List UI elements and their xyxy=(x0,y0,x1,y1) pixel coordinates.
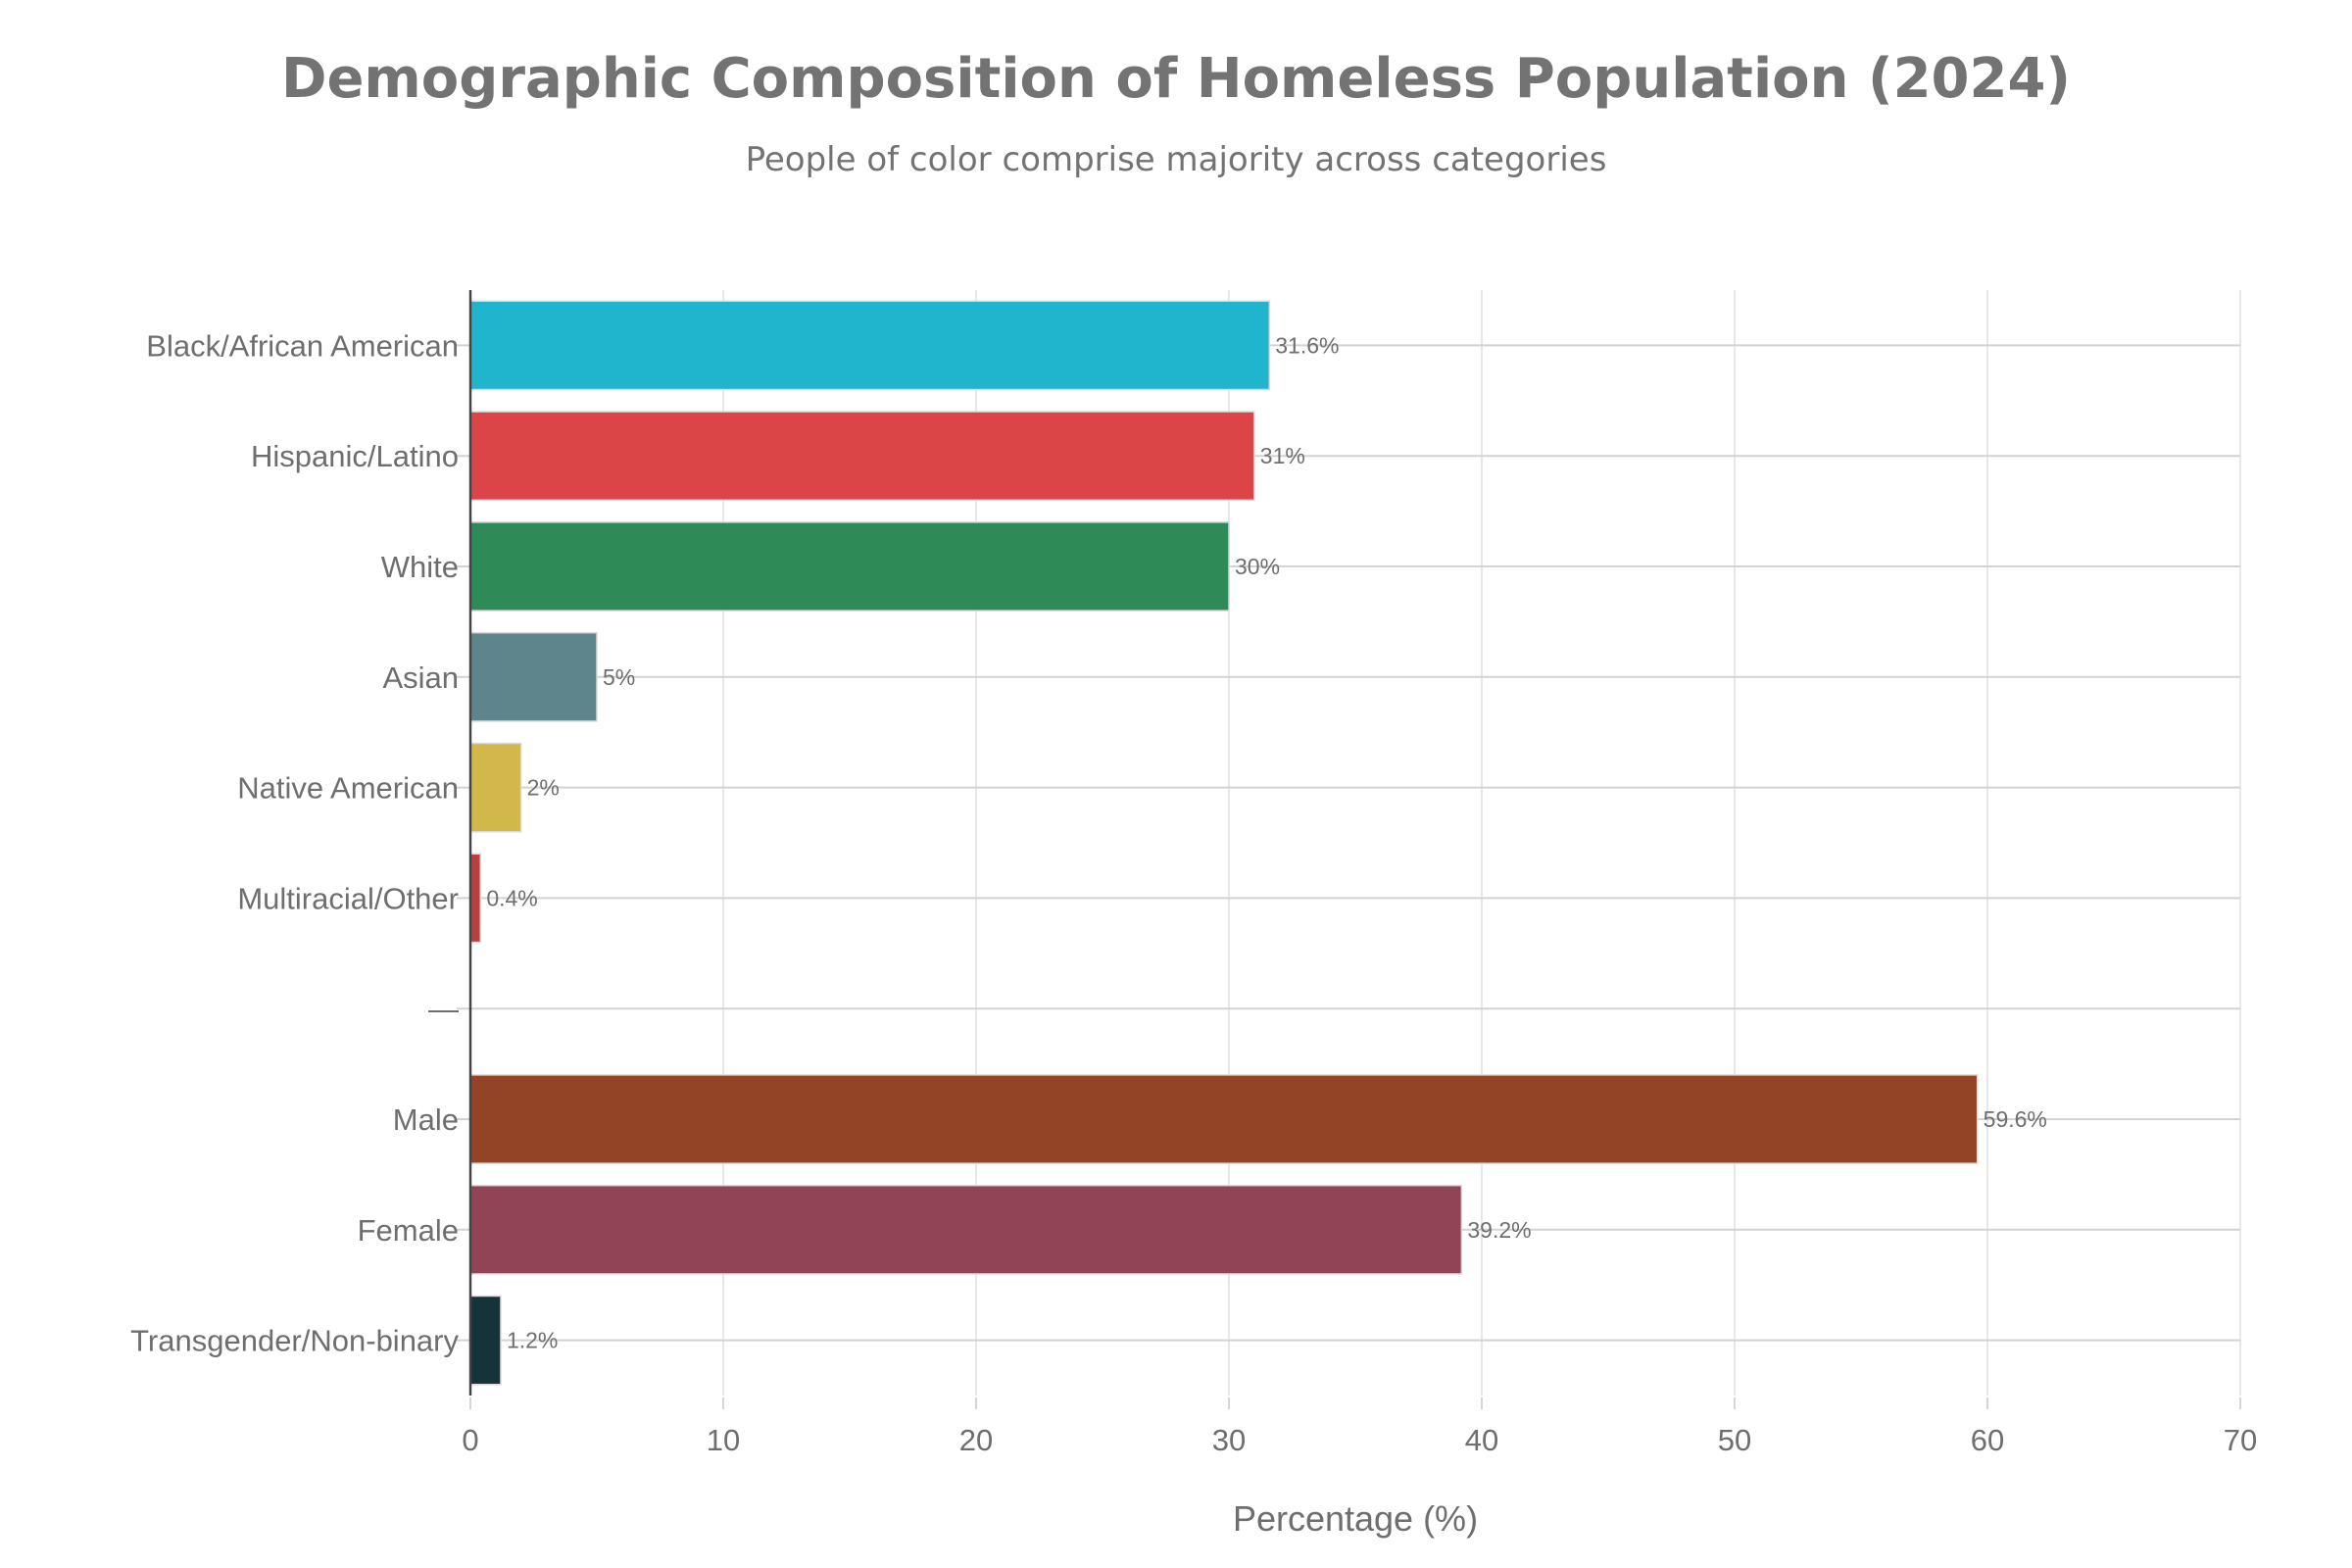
bar xyxy=(469,1074,1979,1164)
category-label: White xyxy=(381,550,459,584)
value-label: 31.6% xyxy=(1275,332,1339,358)
bar xyxy=(469,1184,1463,1275)
category-label: Asian xyxy=(382,661,459,695)
x-tick-label: 30 xyxy=(1212,1423,1246,1457)
category-label: Male xyxy=(393,1102,459,1137)
bar xyxy=(469,1295,502,1386)
value-label: 39.2% xyxy=(1467,1217,1531,1243)
category-label: Transgender/Non-binary xyxy=(130,1324,459,1358)
value-label: 5% xyxy=(603,664,635,690)
value-label: 2% xyxy=(527,775,560,801)
category-label: Black/African American xyxy=(146,328,459,363)
x-tick-label: 40 xyxy=(1465,1423,1498,1457)
bar xyxy=(469,411,1255,502)
value-label: 59.6% xyxy=(1984,1106,2047,1132)
bar xyxy=(469,853,482,944)
value-label: 31% xyxy=(1260,443,1305,468)
chart-subtitle: People of color comprise majority across… xyxy=(745,140,1607,179)
x-tick-label: 60 xyxy=(1971,1423,2004,1457)
category-label: Multiracial/Other xyxy=(237,881,459,915)
bars xyxy=(468,290,1979,1396)
value-label: 1.2% xyxy=(507,1328,558,1353)
bar xyxy=(469,300,1271,391)
x-tick-label: 0 xyxy=(462,1423,478,1457)
bar xyxy=(469,631,598,722)
x-tick-label: 20 xyxy=(959,1423,993,1457)
value-label: 0.4% xyxy=(486,885,537,910)
bar xyxy=(469,521,1230,612)
x-tick-label: 50 xyxy=(1718,1423,1751,1457)
category-label: Native American xyxy=(237,771,459,806)
category-label: Female xyxy=(358,1213,459,1248)
x-tick-label: 70 xyxy=(2224,1423,2257,1457)
x-axis-title: Percentage (%) xyxy=(1233,1498,1478,1539)
category-label: Hispanic/Latino xyxy=(251,439,459,473)
value-label: 30% xyxy=(1235,554,1280,579)
bar xyxy=(469,742,522,833)
chart-title: Demographic Composition of Homeless Popu… xyxy=(280,47,2072,111)
labels: 0 10 20 30 40 50 60 70 Black/African American 31.… xyxy=(130,328,2257,1457)
category-label: — xyxy=(428,992,459,1026)
x-tick-label: 10 xyxy=(707,1423,740,1457)
